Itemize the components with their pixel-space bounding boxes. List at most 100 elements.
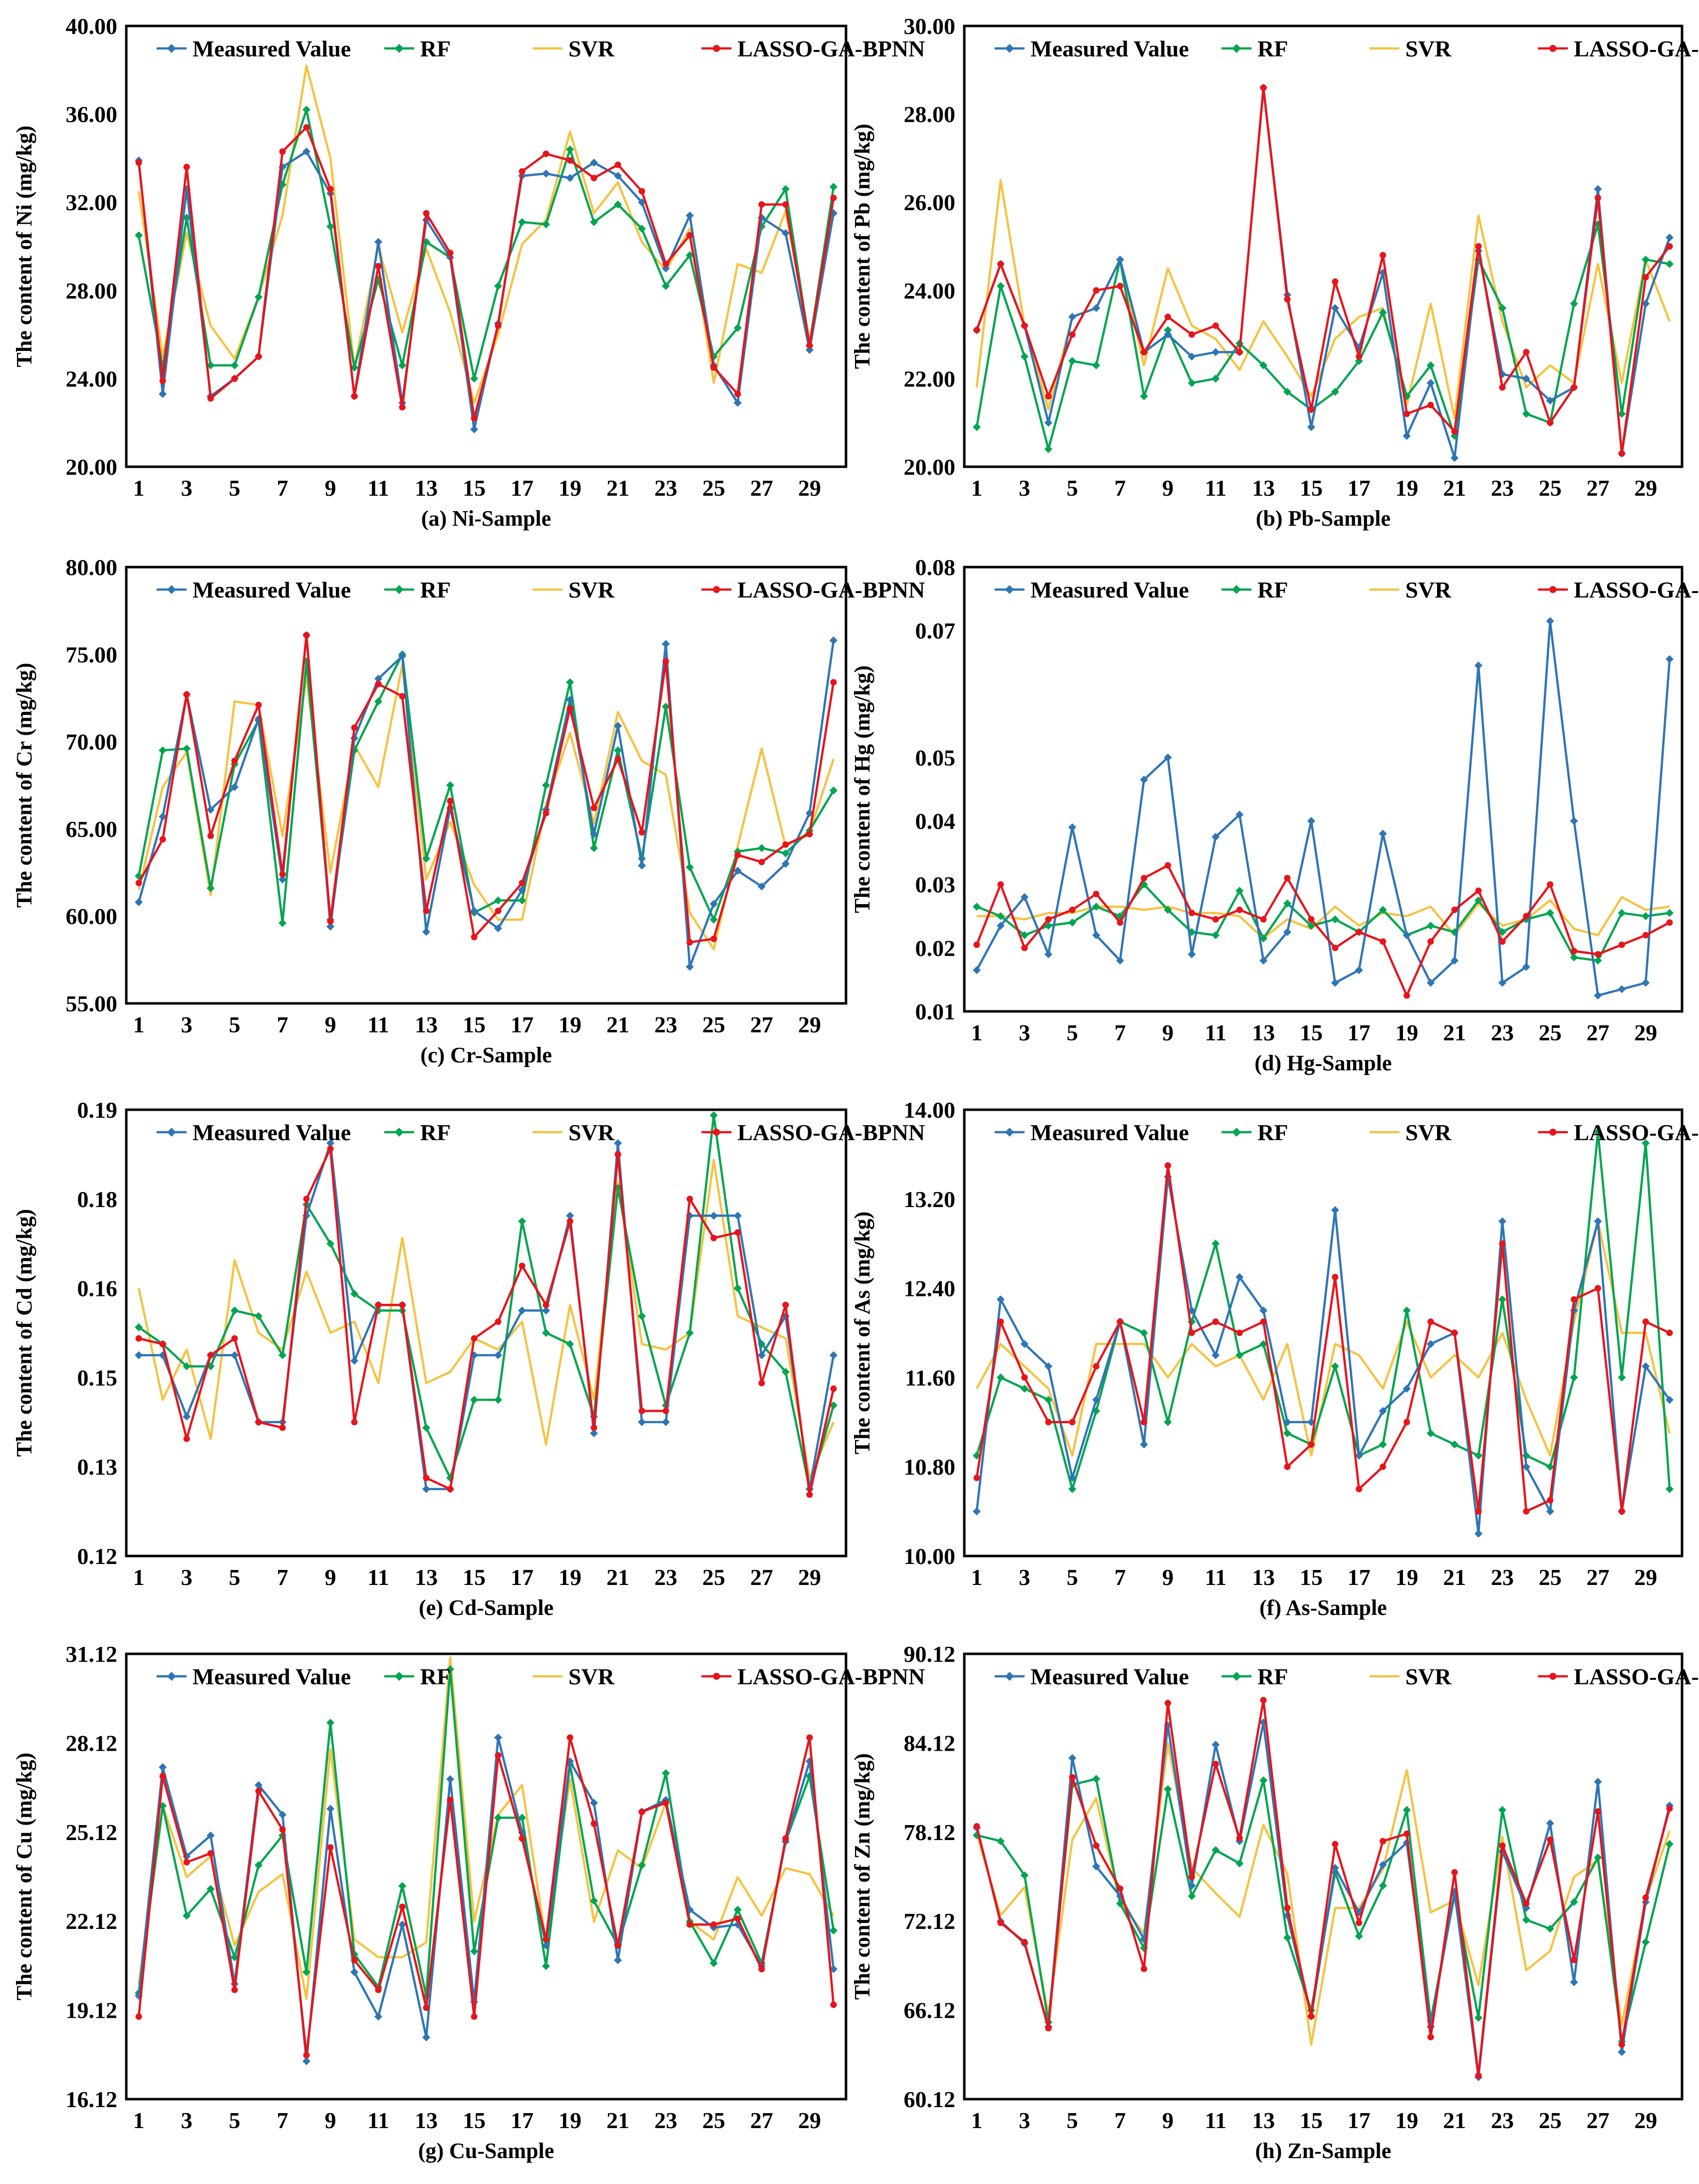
y-tick-label: 31.12 [66,1641,118,1667]
x-tick-label: 9 [325,475,336,501]
data-point [1286,1343,1288,1345]
x-tick-label: 21 [1443,475,1466,501]
data-point [159,1773,166,1780]
data-point [662,1769,670,1778]
data-point [830,1926,838,1935]
data-point [471,1335,478,1342]
data-point [1474,1451,1483,1460]
data-point [1020,893,1029,902]
data-point [1331,1206,1339,1215]
data-point [521,243,523,245]
data-point [351,393,358,400]
data-point [186,1348,188,1350]
data-point [1021,1938,1028,1945]
data-point [1023,1365,1025,1367]
data-point [423,1475,430,1482]
data-point [734,1212,742,1220]
data-point [996,912,1005,921]
legend-marker [394,585,404,594]
data-point [1666,1485,1674,1493]
data-point [135,159,142,166]
series-line [976,883,1670,962]
data-point [569,131,571,133]
data-point [518,218,526,226]
data-point [1379,1861,1387,1869]
data-point [590,218,598,226]
legend-label: SVR [568,36,615,61]
data-point [806,1734,813,1741]
x-tick-label: 11 [1205,475,1226,501]
data-point [996,922,1005,930]
legend-label: LASSO-GA-BPNN [738,36,925,61]
data-point [1570,1898,1578,1906]
data-point [1310,1455,1312,1457]
data-point [279,875,286,884]
data-point [1642,912,1650,921]
data-point [279,1826,286,1833]
legend-label: SVR [1406,36,1452,61]
data-point [353,1320,355,1322]
data-point [1594,1778,1602,1786]
data-point [758,1966,765,1973]
data-point [1403,1306,1411,1315]
data-point [1379,308,1387,316]
data-point [1406,1769,1408,1771]
data-point [1331,387,1339,396]
data-point [542,1962,550,1970]
y-tick-label: 65.00 [66,816,118,842]
data-point [1236,1835,1243,1842]
data-point [1307,922,1316,930]
data-point [542,1306,550,1315]
y-tick-label: 0.12 [77,1544,118,1569]
data-point [302,1968,310,1976]
y-tick-label: 0.02 [915,936,956,961]
data-point [495,322,502,329]
data-point [1594,956,1602,965]
data-point [422,1423,430,1432]
data-point [422,2033,430,2042]
data-point [1167,1376,1169,1378]
data-point [1262,320,1264,322]
data-point [734,323,742,332]
data-point [734,1229,741,1236]
x-tick-label: 27 [750,2108,773,2133]
data-point [1426,379,1435,387]
data-point [1571,1296,1578,1303]
x-tick-label: 15 [463,1012,486,1037]
legend-item: LASSO-GA-BPNN [701,1664,925,1689]
panel-caption: (c) Cr-Sample [420,1043,552,1067]
legend-label: SVR [568,577,615,603]
data-point [1546,1507,1554,1516]
x-tick-label: 19 [1396,2108,1418,2133]
legend-label: Measured Value [1031,1664,1189,1689]
data-point [398,1920,406,1929]
data-point [1666,233,1674,242]
x-tick-label: 1 [133,475,145,501]
data-point [1068,1754,1077,1762]
data-point [1069,1419,1076,1426]
y-tick-label: 10.80 [904,1454,956,1480]
y-tick-label: 13.20 [904,1187,956,1212]
x-tick-label: 19 [559,1012,581,1037]
x-tick-label: 15 [1300,1564,1323,1590]
x-tick-label: 27 [1586,1564,1609,1590]
data-point [1284,875,1291,882]
data-point [734,852,741,859]
data-point [329,872,331,874]
data-point [329,157,331,159]
data-point [1260,1697,1267,1704]
x-tick-label: 29 [798,1012,821,1037]
legend-marker [394,1672,404,1681]
data-point [1666,260,1674,268]
plot-frame [963,1108,1684,1558]
data-point [1403,1806,1411,1814]
data-point [686,211,694,220]
x-tick-label: 19 [1396,1020,1418,1045]
data-point [1068,823,1077,832]
data-point [782,860,790,868]
data-point [1669,1830,1671,1832]
data-point [734,1284,742,1292]
data-point [1236,1329,1243,1336]
x-tick-label: 3 [1019,1020,1030,1045]
data-point [1666,243,1673,250]
